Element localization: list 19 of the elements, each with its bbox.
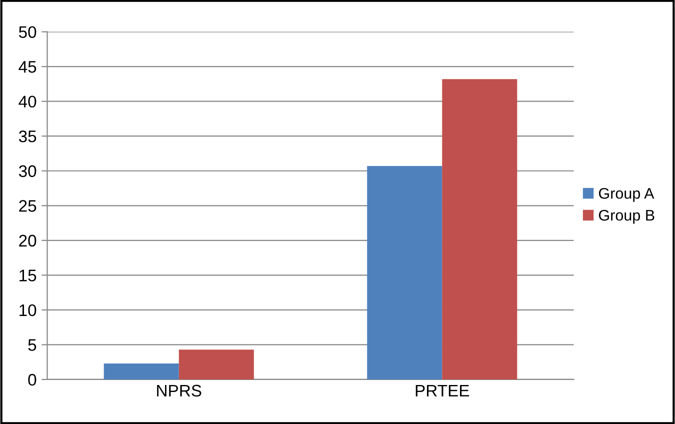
- bar: [178, 350, 254, 380]
- y-tick-label: 25: [19, 200, 36, 212]
- x-tick-label: PRTEE: [416, 384, 470, 396]
- y-tick-label: 15: [20, 270, 36, 282]
- y-tick-label: 5: [28, 339, 36, 351]
- y-tick-label: 0: [28, 374, 36, 386]
- legend-label: Group B: [598, 210, 654, 224]
- y-tick-label: 35: [18, 130, 36, 142]
- y-tick-label: 50: [18, 26, 36, 38]
- x-tick-label: NPRS: [157, 384, 202, 397]
- legend-label: Group A: [598, 188, 654, 202]
- bar: [104, 363, 179, 380]
- y-tick-label: 40: [18, 96, 36, 108]
- y-tick-label: 10: [20, 304, 36, 316]
- bar: [367, 166, 442, 380]
- y-tick-label: 20: [19, 234, 36, 247]
- y-tick-label: 45: [18, 61, 36, 73]
- bar: [442, 79, 518, 380]
- y-tick-label: 30: [18, 165, 36, 178]
